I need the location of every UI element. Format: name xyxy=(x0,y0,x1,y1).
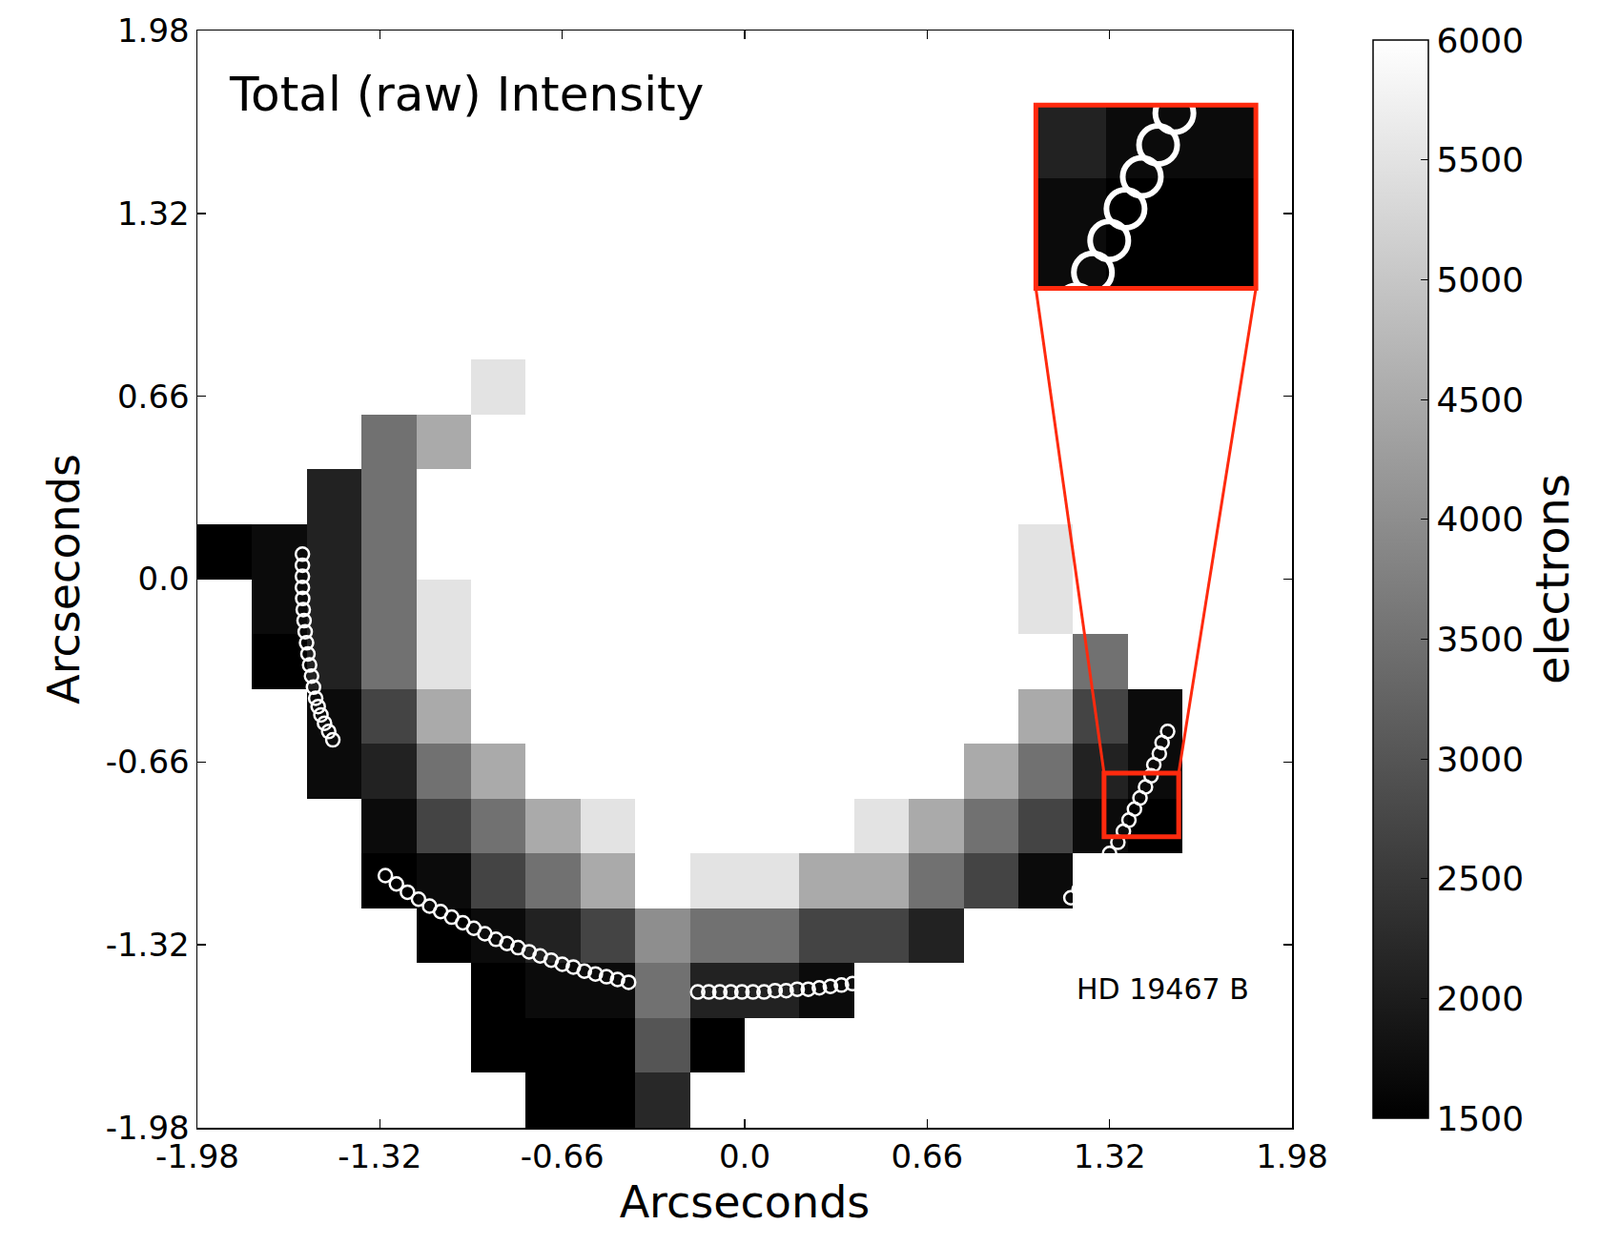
svg-text:1.98: 1.98 xyxy=(117,11,190,50)
svg-text:Total (raw) Intensity: Total (raw) Intensity xyxy=(228,66,704,123)
svg-text:0.66: 0.66 xyxy=(890,1137,964,1176)
svg-text:Arcseconds: Arcseconds xyxy=(38,453,90,705)
svg-text:electrons: electrons xyxy=(1525,473,1580,685)
svg-text:3500: 3500 xyxy=(1435,619,1524,659)
svg-text:3000: 3000 xyxy=(1435,739,1524,780)
svg-text:0.0: 0.0 xyxy=(718,1137,771,1176)
svg-text:2500: 2500 xyxy=(1435,859,1524,899)
svg-text:4000: 4000 xyxy=(1435,499,1524,539)
svg-text:-0.66: -0.66 xyxy=(105,742,190,781)
svg-text:-1.32: -1.32 xyxy=(105,925,190,965)
svg-text:5500: 5500 xyxy=(1435,140,1524,180)
svg-text:1500: 1500 xyxy=(1435,1099,1524,1139)
svg-text:1.32: 1.32 xyxy=(117,194,190,233)
svg-text:-0.66: -0.66 xyxy=(520,1137,605,1176)
svg-text:Arcseconds: Arcseconds xyxy=(619,1176,871,1229)
svg-text:4500: 4500 xyxy=(1435,380,1524,420)
svg-text:6000: 6000 xyxy=(1435,20,1524,61)
svg-text:-1.32: -1.32 xyxy=(337,1137,422,1176)
svg-text:-1.98: -1.98 xyxy=(155,1137,240,1176)
svg-text:1.98: 1.98 xyxy=(1255,1137,1329,1176)
svg-text:-1.98: -1.98 xyxy=(105,1108,190,1148)
svg-text:0.0: 0.0 xyxy=(138,559,190,598)
svg-text:5000: 5000 xyxy=(1435,260,1524,300)
svg-text:HD 19467 B: HD 19467 B xyxy=(1076,972,1250,1006)
svg-text:2000: 2000 xyxy=(1435,979,1524,1019)
svg-text:1.32: 1.32 xyxy=(1073,1137,1147,1176)
svg-text:0.66: 0.66 xyxy=(117,377,190,416)
